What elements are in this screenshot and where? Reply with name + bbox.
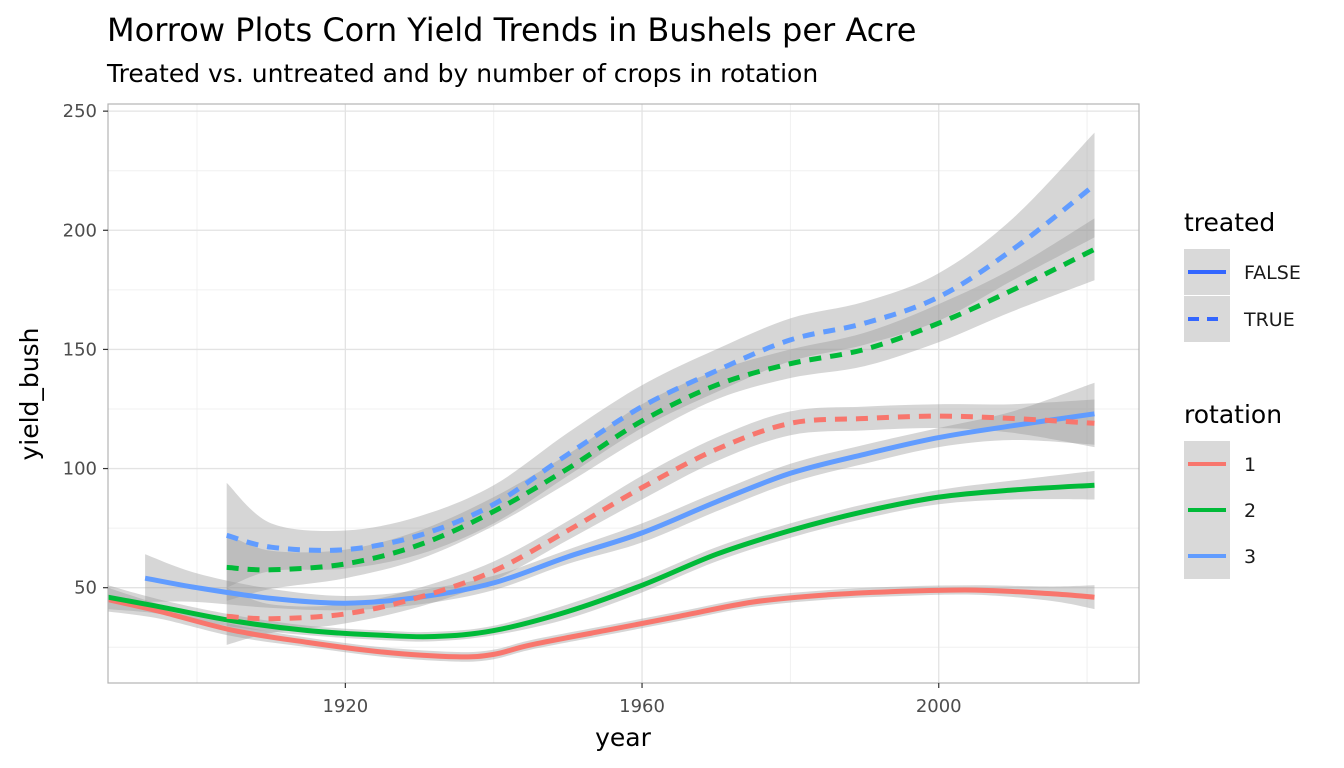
legend-label-true: TRUE bbox=[1243, 309, 1295, 331]
y-axis-title: yield_bush bbox=[15, 327, 44, 460]
y-tick-label: 200 bbox=[63, 220, 97, 241]
x-axis-title: year bbox=[595, 723, 651, 752]
legend-label-rotation-1: 1 bbox=[1244, 454, 1256, 476]
y-tick-label: 100 bbox=[63, 459, 97, 480]
y-axis-ticks: 50 100 150 200 250 bbox=[63, 101, 108, 599]
chart-subtitle: Treated vs. untreated and by number of c… bbox=[106, 59, 818, 88]
grid-minor bbox=[108, 104, 1139, 683]
confidence-band-rotation-1-true bbox=[226, 399, 1095, 645]
x-axis-ticks: 1920 1960 2000 bbox=[322, 683, 962, 717]
legend-label-rotation-2: 2 bbox=[1244, 500, 1256, 522]
plot-panel bbox=[108, 104, 1139, 683]
legend-label-rotation-3: 3 bbox=[1244, 546, 1256, 568]
chart-title: Morrow Plots Corn Yield Trends in Bushel… bbox=[107, 11, 916, 49]
trend-line-rotation-2-true bbox=[226, 247, 1096, 573]
y-tick-label: 250 bbox=[63, 101, 97, 122]
confidence-band-rotation-3-true bbox=[226, 132, 1095, 588]
x-tick-label: 2000 bbox=[916, 696, 962, 717]
y-tick-label: 50 bbox=[74, 578, 97, 599]
plot-border bbox=[107, 103, 1140, 684]
legend-rotation: rotation 1 2 3 bbox=[1184, 400, 1282, 579]
trend-lines bbox=[107, 183, 1097, 660]
trend-line-rotation-3-true bbox=[225, 183, 1097, 553]
trend-line-rotation-2-false bbox=[107, 482, 1095, 640]
legend-rotation-title: rotation bbox=[1184, 400, 1282, 429]
legend-treated: treated FALSE TRUE bbox=[1184, 208, 1301, 342]
trend-line-rotation-3-false bbox=[144, 411, 1095, 606]
trend-line-rotation-1-false bbox=[107, 587, 1095, 660]
legend-treated-title: treated bbox=[1184, 208, 1275, 237]
x-tick-label: 1920 bbox=[322, 696, 368, 717]
y-tick-label: 150 bbox=[63, 339, 97, 360]
x-tick-label: 1960 bbox=[619, 696, 665, 717]
confidence-band-rotation-3-false bbox=[145, 382, 1095, 611]
legend-label-false: FALSE bbox=[1244, 262, 1301, 284]
trend-line-rotation-1-true bbox=[226, 413, 1095, 622]
